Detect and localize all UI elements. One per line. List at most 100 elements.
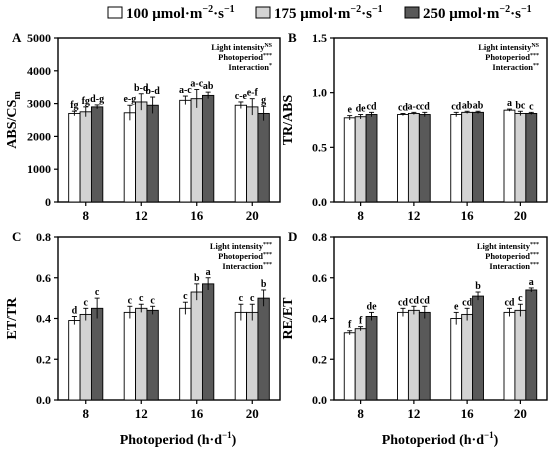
stat-D-1: Photoperiod*** [485,251,539,261]
y-tick-label-C-4: 0.8 [36,230,51,244]
y-axis-title-D: RE/ET [281,297,296,340]
sig-letter-A-3-1: e-f [247,88,259,99]
x-tick-label-B-2: 16 [461,208,475,223]
bar-D-1-0 [397,311,409,401]
bar-D-0-0 [343,332,356,401]
y-tick-label-D-2: 0.4 [312,312,327,326]
y-tick-label-B-2: 1.0 [312,86,327,100]
bar-C-1-2 [146,309,159,401]
stat-B-2: Interaction** [492,62,539,72]
sig-letter-C-1-0: c [128,295,133,306]
bar-A-0-1 [79,111,92,203]
sig-letter-A-0-1: fg [82,96,90,107]
bar-A-0-2 [90,106,104,203]
sig-letter-C-2-2: a [206,267,211,278]
y-axis-title-C: ET/TR [5,297,20,340]
sig-letter-D-3-2: a [529,277,534,288]
bar-B-1-1 [407,112,420,203]
sig-letter-D-1-0: cd [398,297,408,308]
bar-D-3-0 [503,311,516,401]
bar-B-1-2 [418,114,431,203]
y-axis-title-A: ABS/CSm [5,91,23,149]
sig-letter-B-0-2: cd [367,101,377,112]
bar-A-2-0 [179,99,192,203]
x-axis-title-left: Photoperiod (h·d−1) [120,430,237,448]
sig-letter-D-0-2: de [367,301,378,312]
x-tick-label-A-1: 12 [135,208,148,223]
bar-C-0-2 [90,307,104,401]
y-tick-label-A-0: 0 [45,195,51,209]
stat-B-0: Light intensityNS [478,42,539,52]
sig-letter-B-3-1: bc [515,100,526,111]
sig-letter-B-1-0: cd [398,102,408,113]
bar-B-3-1 [514,112,527,203]
sig-letter-C-2-1: b [194,273,200,284]
bar-D-1-2 [418,311,431,401]
bar-C-3-1 [246,311,259,401]
sig-letter-A-0-2: d-g [90,94,104,105]
bar-A-3-2 [257,112,270,203]
y-tick-label-C-3: 0.6 [36,271,51,285]
bar-A-1-2 [146,104,159,203]
stat-A-2: Interaction* [228,62,272,72]
y-tick-label-D-1: 0.2 [312,352,327,366]
sig-letter-B-3-0: a [507,98,512,109]
bar-C-1-0 [123,311,137,401]
y-tick-label-A-5: 5000 [27,31,51,45]
stat-A-1: Photoperiod*** [218,52,272,62]
sig-letter-D-2-0: e [454,301,459,312]
sig-letter-C-0-1: c [84,297,89,308]
panel-letter-A: A [12,30,22,45]
stat-A-0: Light intensityNS [211,42,272,52]
legend-item-175: 175 μmol·m−2·s−1 [255,4,383,22]
x-tick-label-D-2: 16 [461,406,475,421]
x-tick-label-C-0: 8 [83,406,90,421]
x-tick-label-C-2: 16 [190,406,204,421]
legend-label-100: 100 μmol·m [126,6,203,22]
sig-letter-A-2-2: ab [203,81,214,92]
x-tick-label-C-1: 12 [135,406,148,421]
bar-A-3-0 [234,104,248,203]
stat-D-2: Interaction*** [489,261,539,271]
sig-letter-D-1-1: cd [409,295,419,306]
stat-B-1: Photoperiod*** [485,52,539,62]
bar-C-1-1 [135,307,148,401]
sig-letter-A-1-1: b-d [134,83,149,94]
bar-D-2-0 [450,318,463,401]
y-tick-label-C-2: 0.4 [36,312,51,326]
panel-letter-D: D [288,229,297,244]
x-tick-label-D-3: 20 [514,406,527,421]
y-tick-label-B-3: 1.5 [312,31,327,45]
y-tick-label-D-0: 0.0 [312,393,327,407]
x-tick-label-D-0: 8 [357,406,364,421]
y-tick-label-B-0: 0.0 [312,195,327,209]
sig-letter-B-0-1: de [356,104,367,115]
bar-C-3-2 [257,297,270,401]
sig-letter-D-1-2: cd [420,295,430,306]
y-tick-label-A-1: 1000 [27,162,51,176]
sig-letter-B-2-2: ab [473,100,484,111]
x-tick-label-A-0: 8 [83,208,90,223]
legend-label-250: 250 μmol·m [423,6,500,22]
bar-D-1-1 [407,309,420,401]
sig-letter-B-1-2: cd [420,101,430,112]
legend-label-175: 175 μmol·m [274,6,351,22]
sig-letter-C-3-0: c [239,293,244,304]
sig-letter-B-0-0: e [347,105,352,116]
plot-frame-B [333,37,548,203]
bar-B-0-2 [365,114,378,203]
y-tick-label-A-3: 3000 [27,97,51,111]
bar-C-0-0 [68,320,81,401]
x-tick-label-B-1: 12 [407,208,420,223]
svg-text:175 μmol·m−2·s−1: 175 μmol·m−2·s−1 [274,4,383,22]
bar-D-2-1 [461,313,474,401]
bar-D-2-2 [472,295,484,401]
bar-C-0-1 [79,313,92,401]
x-tick-label-C-3: 20 [246,406,259,421]
x-tick-label-A-3: 20 [246,208,259,223]
stat-C-1: Photoperiod*** [218,251,272,261]
sig-letter-D-3-0: cd [504,297,514,308]
